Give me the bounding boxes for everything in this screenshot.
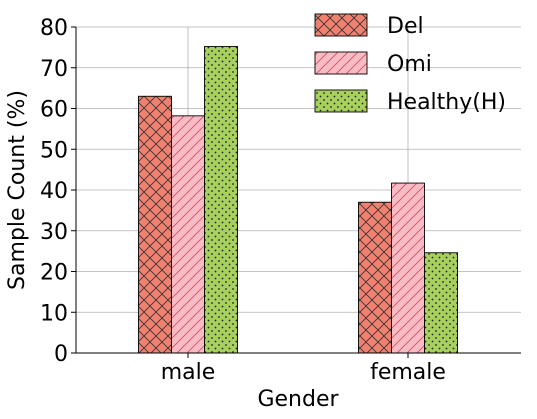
bar-healthy-h-male bbox=[204, 46, 238, 354]
y-tick-label: 30 bbox=[40, 220, 68, 245]
legend-swatch bbox=[314, 89, 368, 113]
legend-label: Omi bbox=[387, 52, 432, 77]
x-tick-label: male bbox=[161, 360, 216, 385]
y-tick-label: 80 bbox=[40, 16, 68, 41]
y-ticks: 0 10 20 30 40 50 60 70 80 bbox=[40, 16, 76, 367]
bar-omi-male bbox=[171, 115, 205, 354]
y-tick-label: 10 bbox=[40, 301, 68, 326]
legend-swatch bbox=[314, 51, 368, 75]
y-tick-label: 60 bbox=[40, 98, 68, 123]
y-tick-label: 0 bbox=[54, 342, 68, 367]
bars bbox=[138, 46, 458, 354]
bar-del-male bbox=[138, 95, 172, 354]
bar-del-female bbox=[358, 201, 392, 354]
x-axis-label: Gender bbox=[257, 387, 339, 412]
y-tick-label: 20 bbox=[40, 261, 68, 286]
legend: Del Omi Healthy(H) bbox=[314, 13, 506, 115]
y-tick-label: 40 bbox=[40, 179, 68, 204]
x-tick-label: female bbox=[370, 360, 446, 385]
bar-healthy-h-female bbox=[424, 252, 458, 354]
y-tick-label: 50 bbox=[40, 138, 68, 163]
y-axis-label: Sample Count (%) bbox=[5, 90, 30, 290]
legend-swatch bbox=[314, 13, 368, 37]
legend-label: Healthy(H) bbox=[387, 90, 506, 115]
x-ticks: male female bbox=[161, 353, 446, 385]
bar-omi-female bbox=[391, 182, 425, 354]
y-tick-label: 70 bbox=[40, 57, 68, 82]
legend-label: Del bbox=[387, 14, 424, 39]
